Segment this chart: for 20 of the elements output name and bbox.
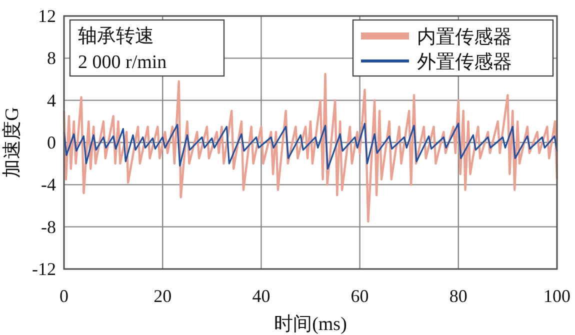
legend-label: 内置传感器 [417, 27, 512, 48]
y-tick-label: 12 [38, 6, 56, 26]
x-tick-label: 40 [252, 286, 270, 306]
x-tick-label: 0 [60, 286, 68, 306]
y-tick-label: 8 [47, 48, 56, 68]
x-tick-label: 100 [544, 286, 570, 306]
x-axis-title: 时间(ms) [274, 314, 347, 335]
y-tick-label: -4 [41, 174, 56, 195]
x-tick-label: 60 [350, 286, 369, 306]
x-tick-label: 80 [449, 286, 468, 306]
y-tick-label: 0 [47, 132, 56, 152]
annotation: 轴承转速 [78, 26, 154, 47]
y-axis-title: 加速度G [1, 106, 23, 178]
annotation: 2 000 r/min [78, 52, 168, 73]
x-tick-label: 20 [154, 286, 172, 306]
y-tick-label: -12 [32, 259, 56, 279]
y-tick-label: -8 [41, 216, 56, 237]
legend-label: 外置传感器 [417, 52, 512, 73]
annotation: 轴承转速 2 000 r/min [69, 19, 225, 77]
y-tick-label: 4 [47, 90, 56, 110]
